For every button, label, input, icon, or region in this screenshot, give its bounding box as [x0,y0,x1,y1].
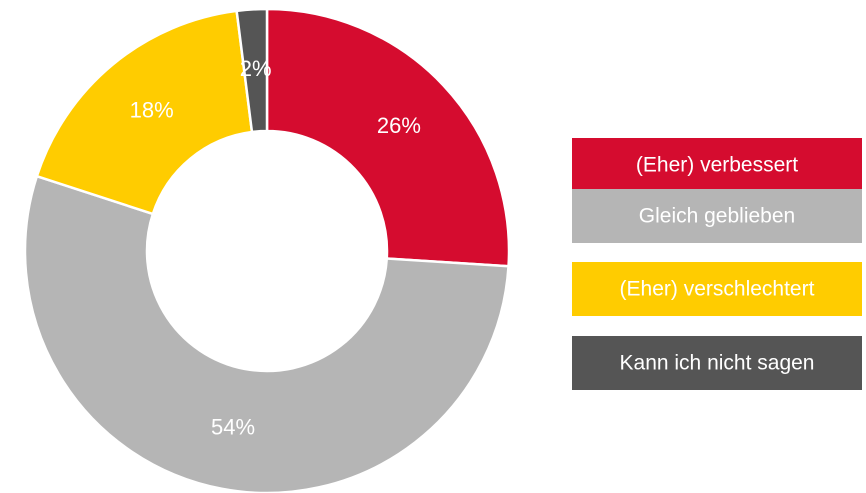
donut-slice [265,7,511,268]
legend-label: (Eher) verschlechtert [620,278,815,301]
legend-swatch [572,189,862,243]
legend-swatch [572,336,862,390]
slice-label: 18% [130,97,174,122]
legend-swatch [572,138,862,192]
donut-slice [235,7,269,134]
legend-swatch [572,262,862,316]
slice-label: 26% [377,113,421,138]
donut-slice [35,9,254,216]
legend-label: (Eher) verbessert [636,154,798,177]
legend-label: Gleich geblieben [639,205,795,228]
slice-label: 54% [211,415,255,440]
legend-label: Kann ich nicht sagen [620,352,815,375]
donut-slice [23,174,510,493]
slice-label: 2% [240,56,272,81]
